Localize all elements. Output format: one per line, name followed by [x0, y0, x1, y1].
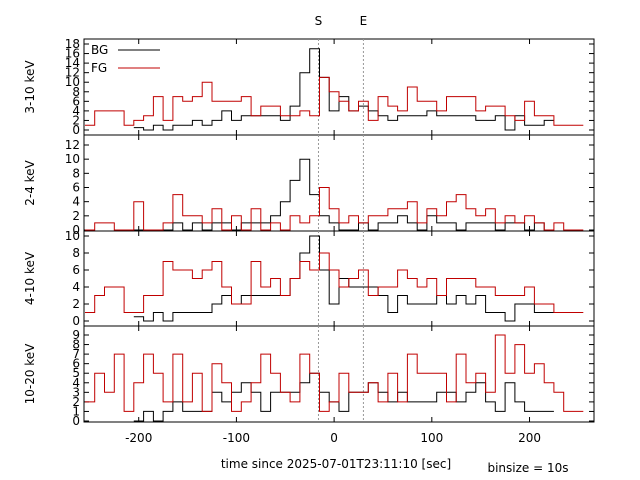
- y-tick-label: 4: [72, 195, 80, 209]
- y-tick-label: 0: [72, 123, 80, 137]
- x-tick-label: 0: [330, 431, 338, 445]
- y-axis-label: 10-20 keV: [23, 343, 37, 405]
- series-BG-panel-3: [133, 372, 554, 422]
- y-tick-label: 2: [72, 395, 80, 409]
- legend-label: FG: [91, 61, 107, 75]
- y-tick-label: 8: [72, 338, 80, 352]
- y-axis-label: 3-10 keV: [23, 60, 37, 114]
- y-axis-label: 2-4 keV: [23, 159, 37, 205]
- y-tick-label: 9: [72, 328, 80, 342]
- y-tick-label: 10: [65, 152, 80, 166]
- series-BG-panel-2: [133, 235, 554, 322]
- series-FG-panel-1: [85, 187, 584, 231]
- series-FG-panel-0: [85, 76, 584, 126]
- binsize-note: binsize = 10s: [487, 461, 568, 475]
- y-tick-label: 5: [72, 366, 80, 380]
- y-tick-label: 12: [65, 138, 80, 152]
- marker-label: S: [315, 14, 323, 28]
- x-tick-label: -100: [223, 431, 250, 445]
- panel-frame-3: [83, 325, 595, 423]
- y-tick-label: 6: [72, 181, 80, 195]
- y-tick-label: 12: [65, 66, 80, 80]
- y-tick-label: 0: [72, 314, 80, 328]
- y-tick-label: 6: [72, 357, 80, 371]
- y-tick-label: 6: [72, 94, 80, 108]
- y-tick-label: 4: [72, 104, 80, 118]
- y-tick-label: 8: [72, 246, 80, 260]
- legend-label: BG: [91, 43, 108, 57]
- y-tick-label: 4: [72, 280, 80, 294]
- series-BG-panel-0: [133, 48, 554, 131]
- y-tick-label: 2: [72, 113, 80, 127]
- x-tick-label: -200: [125, 431, 152, 445]
- y-axis-label: 4-10 keV: [23, 251, 37, 305]
- y-tick-label: 7: [72, 347, 80, 361]
- series-FG-panel-3: [85, 334, 584, 412]
- series-FG-panel-2: [85, 252, 584, 313]
- y-tick-label: 6: [72, 263, 80, 277]
- y-tick-label: 14: [65, 56, 80, 70]
- marker-label: E: [360, 14, 368, 28]
- y-tick-label: 1: [72, 404, 80, 418]
- y-tick-label: 0: [72, 414, 80, 428]
- y-tick-label: 8: [72, 166, 80, 180]
- x-tick-label: 100: [420, 431, 443, 445]
- y-tick-label: 16: [65, 47, 80, 61]
- y-tick-label: 2: [72, 297, 80, 311]
- y-tick-label: 2: [72, 209, 80, 223]
- series-BG-panel-1: [133, 158, 554, 231]
- x-tick-label: 200: [518, 431, 541, 445]
- y-tick-label: 3: [72, 385, 80, 399]
- y-tick-label: 10: [65, 75, 80, 89]
- y-tick-label: 10: [65, 229, 80, 243]
- x-axis-label: time since 2025-07-01T23:11:10 [sec]: [221, 457, 451, 471]
- y-tick-label: 0: [72, 223, 80, 237]
- y-tick-label: 4: [72, 376, 80, 390]
- y-tick-label: 18: [65, 37, 80, 51]
- y-tick-label: 8: [72, 85, 80, 99]
